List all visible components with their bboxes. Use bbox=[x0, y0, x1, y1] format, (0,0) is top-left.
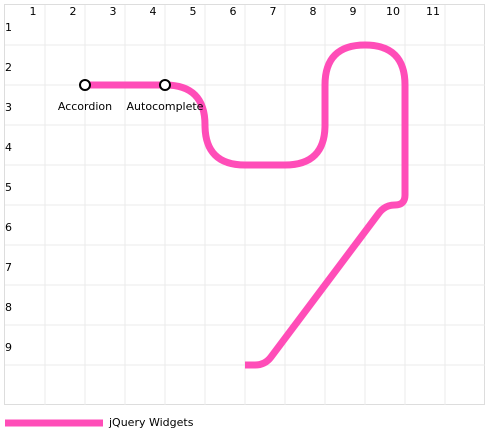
column-label: 4 bbox=[150, 5, 157, 18]
row-label: 4 bbox=[5, 141, 12, 154]
column-label: 6 bbox=[230, 5, 237, 18]
column-label: 11 bbox=[426, 5, 440, 18]
row-label: 7 bbox=[5, 261, 12, 274]
legend-label: jQuery Widgets bbox=[108, 416, 194, 429]
row-label: 1 bbox=[5, 21, 12, 34]
route-line bbox=[85, 41, 409, 369]
row-label: 2 bbox=[5, 61, 12, 74]
row-label: 9 bbox=[5, 341, 12, 354]
station-label: Accordion bbox=[58, 100, 112, 113]
column-label: 10 bbox=[386, 5, 400, 18]
row-label: 6 bbox=[5, 221, 12, 234]
column-label: 9 bbox=[350, 5, 357, 18]
column-label: 7 bbox=[270, 5, 277, 18]
column-label: 8 bbox=[310, 5, 317, 18]
station bbox=[79, 79, 91, 91]
row-label: 3 bbox=[5, 101, 12, 114]
station-label: Autocomplete bbox=[127, 100, 204, 113]
column-label: 2 bbox=[70, 5, 77, 18]
column-label: 1 bbox=[30, 5, 37, 18]
station bbox=[159, 79, 171, 91]
row-label: 8 bbox=[5, 301, 12, 314]
column-label: 5 bbox=[190, 5, 197, 18]
column-label: 3 bbox=[110, 5, 117, 18]
row-label: 5 bbox=[5, 181, 12, 194]
